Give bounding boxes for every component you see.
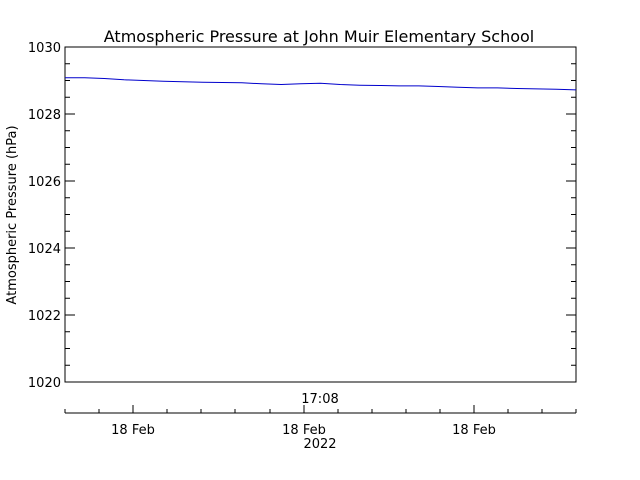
x-axis-ticks <box>64 405 577 413</box>
y-tick-label: 1026 <box>28 175 61 190</box>
y-axis-label: Atmospheric Pressure (hPa) <box>5 125 20 304</box>
x-year-label: 2022 <box>303 437 336 452</box>
chart-title: Atmospheric Pressure at John Muir Elemen… <box>104 27 535 46</box>
pressure-series-line <box>65 77 577 91</box>
y-tick-label: 1022 <box>28 309 61 324</box>
series-group <box>65 77 577 91</box>
y-axis-tick-labels: 1020 1022 1024 1026 1028 1030 <box>28 41 61 391</box>
plot-frame <box>64 46 577 383</box>
y-axis-ticks <box>65 46 576 383</box>
x-tick-label-2: 18 Feb <box>282 423 326 438</box>
y-tick-label: 1020 <box>28 376 61 391</box>
x-tick-label-1: 18 Feb <box>111 423 155 438</box>
y-tick-label: 1030 <box>28 41 61 56</box>
x-axis-time-label: 17:08 <box>301 392 338 407</box>
y-tick-label: 1028 <box>28 108 61 123</box>
y-tick-label: 1024 <box>28 242 61 257</box>
x-tick-label-3: 18 Feb <box>452 423 496 438</box>
